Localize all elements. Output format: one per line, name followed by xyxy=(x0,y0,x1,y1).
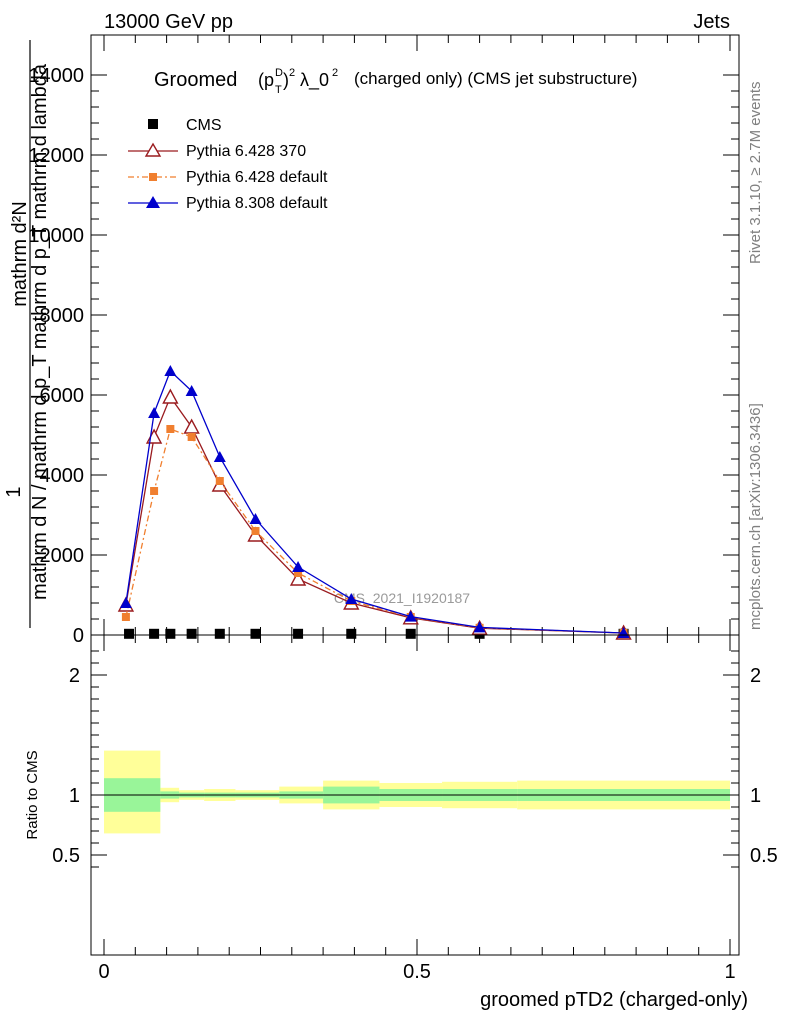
cms-point xyxy=(405,628,416,639)
main-ytick-label: 6000 xyxy=(40,385,85,407)
chart-title-word: Groomed xyxy=(154,69,237,91)
py6-default-point xyxy=(121,613,130,621)
mcplots-label: mcplots.cern.ch [arXiv:1306.3436] xyxy=(747,403,764,630)
legend-label-py6-370: Pythia 6.428 370 xyxy=(186,143,306,160)
py8-default-point xyxy=(164,365,177,376)
ratio-panel: 0.5 0.5 1 1 2 2 0 0.5 1 Ratio to CMS groomed pTD… xyxy=(24,634,778,1011)
legend-marker-cms xyxy=(148,119,158,129)
py8-default-point xyxy=(473,621,486,633)
py6-default-point xyxy=(150,487,159,495)
main-ytick-label: 12000 xyxy=(28,145,84,167)
legend-label-py6-default: Pythia 6.428 default xyxy=(186,169,328,186)
cms-point xyxy=(214,628,225,639)
svg-text:λ_0: λ_0 xyxy=(300,70,329,91)
main-series xyxy=(117,365,632,640)
main-ylabel-prefix: 1 xyxy=(3,486,25,497)
main-ylabel-numerator: mathrm d²N xyxy=(9,201,31,307)
py6-default-point xyxy=(166,425,175,433)
header-right: Jets xyxy=(693,11,730,33)
py8-default-point xyxy=(213,451,226,462)
chart-title-formula: (p D T ) 2 λ_0 2 xyxy=(258,67,338,96)
xtick-label: 1 xyxy=(724,961,735,983)
py8-default-point xyxy=(345,593,358,604)
svg-text:D: D xyxy=(275,67,283,79)
py6-370-point xyxy=(162,388,179,404)
cms-point xyxy=(186,628,197,639)
svg-text:2: 2 xyxy=(289,67,295,79)
rivet-label: Rivet 3.1.10, ≥ 2.7M events xyxy=(747,82,764,265)
svg-text:): ) xyxy=(283,70,289,90)
py6-default-point xyxy=(215,477,224,485)
legend-item-cms: CMS xyxy=(148,117,222,134)
ratio-ytick-label: 1 xyxy=(69,785,80,807)
ratio-ylabel: Ratio to CMS xyxy=(24,750,41,839)
py8-default-point xyxy=(292,561,305,572)
legend-item-py6-370: Pythia 6.428 370 xyxy=(128,142,306,160)
main-ytick-label: 4000 xyxy=(40,465,85,487)
xtick-label: 0.5 xyxy=(403,961,431,983)
ratio-ticks: 0.5 0.5 1 1 2 2 0 0.5 1 xyxy=(52,635,778,983)
cms-point xyxy=(293,628,304,639)
ratio-frame xyxy=(90,634,740,956)
py8-default-point xyxy=(249,513,262,524)
main-ytick-label: 0 xyxy=(73,625,84,647)
ratio-ytick-label-right: 0.5 xyxy=(750,845,778,867)
main-ytick-label: 10000 xyxy=(28,225,84,247)
legend-label-cms: CMS xyxy=(186,117,222,134)
cms-point xyxy=(124,628,135,639)
main-ticks: 0 2000 4000 6000 8000 10000 12000 14000 xyxy=(28,35,739,647)
cms-point xyxy=(149,628,160,639)
main-ytick-label: 8000 xyxy=(40,305,85,327)
ratio-ytick-label-right: 1 xyxy=(750,785,761,807)
legend-item-py6-default: Pythia 6.428 default xyxy=(128,169,328,186)
main-ytick-label: 2000 xyxy=(40,545,85,567)
py6-default-point xyxy=(251,527,260,535)
cms-point xyxy=(165,628,176,639)
py8-default-point xyxy=(119,597,132,608)
ratio-ytick-label-right: 2 xyxy=(750,665,761,687)
ratio-ytick-label: 0.5 xyxy=(52,845,80,867)
watermark: CMS_2021_I1920187 xyxy=(334,590,470,606)
py6-default-point xyxy=(187,433,196,441)
legend-marker-py6-370 xyxy=(144,142,162,157)
main-ytick-label: 14000 xyxy=(28,65,84,87)
ratio-bands xyxy=(104,750,730,834)
x-axis-label: groomed pTD2 (charged-only) xyxy=(480,989,748,1011)
legend-marker-py8-default xyxy=(146,196,160,208)
chart-title-suffix: (charged only) (CMS jet substructure) xyxy=(354,69,637,88)
py6-370-point xyxy=(145,428,163,444)
main-ylabel-denominator: mathrm d N / mathrm d p_T mathrm d p_T m… xyxy=(29,63,51,600)
legend: CMS Pythia 6.428 370 Pythia 6.428 defaul… xyxy=(128,117,328,212)
ratio-ytick-label: 2 xyxy=(69,665,80,687)
main-ylabel: mathrm d²N 1 mathrm d N / mathrm d p_T m… xyxy=(3,40,51,628)
legend-marker-py6-default xyxy=(149,173,157,181)
py6-370-point xyxy=(289,570,307,586)
xtick-label: 0 xyxy=(98,961,109,983)
py6-370-point xyxy=(183,418,200,434)
py8-default-point xyxy=(148,407,161,418)
cms-point xyxy=(250,628,261,639)
chart-title: Groomed (p D T ) 2 λ_0 2 (charged only) … xyxy=(154,67,637,96)
main-panel: 0 2000 4000 6000 8000 10000 12000 14000 CMS_202… xyxy=(28,34,740,647)
svg-text:T: T xyxy=(275,84,282,96)
svg-text:2: 2 xyxy=(332,67,338,79)
legend-item-py8-default: Pythia 8.308 default xyxy=(128,195,328,212)
legend-label-py8-default: Pythia 8.308 default xyxy=(186,195,328,212)
svg-text:(p: (p xyxy=(258,70,274,90)
header-left: 13000 GeV pp xyxy=(104,11,233,33)
py8-default-point xyxy=(404,610,417,622)
cms-point xyxy=(346,628,357,639)
py6-default-point xyxy=(294,569,303,577)
py8-default-point xyxy=(185,385,198,396)
